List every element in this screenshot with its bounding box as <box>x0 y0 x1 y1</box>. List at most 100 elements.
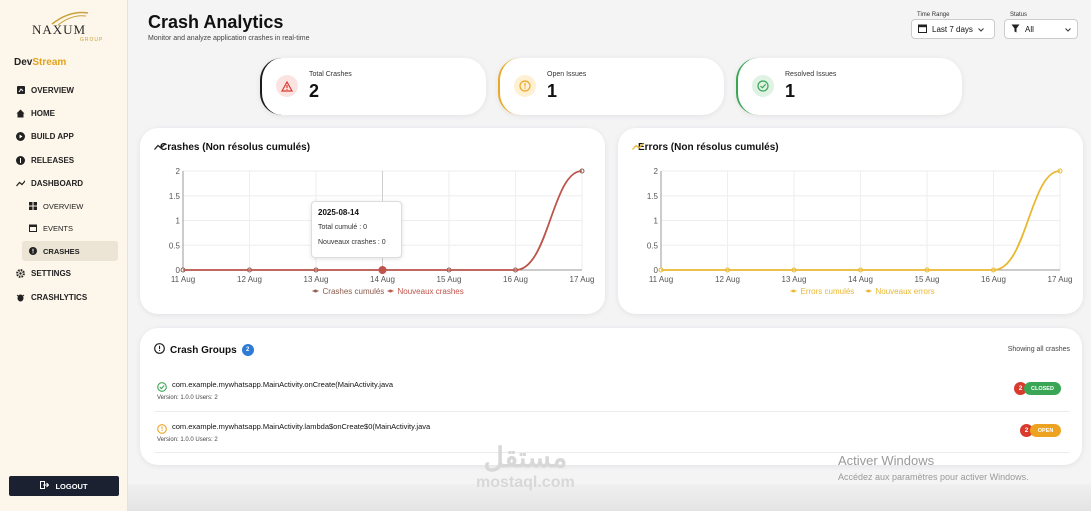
crash-group-row[interactable]: com.example.mywhatsapp.MainActivity.onCr… <box>154 378 1070 416</box>
crashes-chart-title-text: Crashes (Non résolus cumulés) <box>160 142 311 153</box>
y-tick-label: 0.5 <box>169 241 181 250</box>
y-tick-label: 2 <box>654 167 659 176</box>
status-label: Status <box>1010 12 1028 18</box>
chart-tooltip: 2025-08-14 Total cumulé : 0 Nouveaux cra… <box>311 201 402 258</box>
home-icon <box>16 109 25 118</box>
sidebar-item-events[interactable]: EVENTS <box>22 218 118 238</box>
tooltip-date: 2025-08-14 <box>318 208 359 217</box>
crash-group-meta: Version: 1.0.0 Users: 2 <box>157 437 218 443</box>
time-range-value: Last 7 days <box>932 24 973 34</box>
grid-icon <box>28 202 37 211</box>
crash-count-badge: 2 <box>1014 382 1027 395</box>
time-range-select[interactable]: Last 7 days <box>911 19 995 39</box>
product-name-dev: Dev <box>14 57 33 68</box>
page-subtitle: Monitor and analyze application crashes … <box>148 35 310 42</box>
tooltip-total: Total cumulé : 0 <box>318 224 368 231</box>
page-title: Crash Analytics <box>148 12 284 32</box>
legend-item: Nouveaux errors <box>865 287 935 296</box>
x-tick-label: 16 Aug <box>503 275 528 284</box>
bug-icon <box>16 293 25 302</box>
sidebar-item-label: EVENTS <box>43 223 74 233</box>
sidebar-item-label: DASHBOARD <box>31 178 83 188</box>
sidebar-item-label: HOME <box>31 108 55 118</box>
activate-windows-watermark: Activer Windows Accédez aux paramètres p… <box>838 453 1029 482</box>
x-tick-label: 11 Aug <box>171 275 195 284</box>
stat-value: 2 <box>309 81 320 101</box>
logout-button[interactable]: LOGOUT <box>9 476 119 496</box>
y-tick-label: 0 <box>176 266 181 275</box>
row-divider <box>154 452 1070 453</box>
mostaql-arabic-text: مستقل <box>483 442 568 473</box>
play-circle-icon <box>16 131 25 141</box>
sidebar-item-overview[interactable]: OVERVIEW <box>10 80 118 100</box>
warning-icon <box>276 75 298 97</box>
bottom-bar <box>128 484 1091 511</box>
status-filter: Status All <box>1004 12 1078 39</box>
showing-all-crashes-text: Showing all crashes <box>1007 346 1070 353</box>
crash-group-row[interactable]: com.example.mywhatsapp.MainActivity.lamb… <box>154 420 1070 458</box>
x-tick-label: 15 Aug <box>915 275 940 284</box>
product-name-stream: Stream <box>32 57 67 68</box>
x-tick-label: 14 Aug <box>370 275 395 284</box>
sidebar-item-releases[interactable]: RELEASES <box>10 150 118 170</box>
tooltip-new: Nouveaux crashes : 0 <box>318 239 386 246</box>
main-content: Crash Analytics Monitor and analyze appl… <box>128 0 1091 511</box>
errors-chart-title-text: Errors (Non résolus cumulés) <box>638 142 779 153</box>
legend-item: Nouveaux crashes <box>387 287 464 296</box>
logo-text: NAXUM <box>32 22 87 37</box>
sidebar-item-home[interactable]: HOME <box>10 103 118 123</box>
crash-group-meta: Version: 1.0.0 Users: 2 <box>157 395 218 401</box>
trend-icon <box>16 179 25 188</box>
logout-label: LOGOUT <box>55 481 88 491</box>
sidebar: NAXUM GROUP DevStream OVERVIEW HOME BUIL… <box>0 0 128 511</box>
x-tick-label: 17 Aug <box>1048 275 1073 284</box>
logo-swoosh-icon <box>51 11 89 26</box>
errors-chart-title: Errors (Non résolus cumulés) <box>632 142 779 153</box>
status-badge: CLOSED <box>1024 382 1061 395</box>
x-tick-label: 14 Aug <box>848 275 873 284</box>
y-tick-label: 1 <box>654 217 659 226</box>
filter-icon <box>1011 24 1020 35</box>
x-tick-label: 11 Aug <box>649 275 673 284</box>
gear-icon <box>16 268 25 278</box>
sidebar-item-crashes[interactable]: CRASHES <box>22 241 118 261</box>
time-range-label: Time Range <box>917 12 950 18</box>
stat-value: 1 <box>785 81 796 101</box>
sidebar-item-label: OVERVIEW <box>31 85 74 95</box>
naxum-logo[interactable]: NAXUM GROUP <box>20 8 110 44</box>
crash-group-name: com.example.mywhatsapp.MainActivity.onCr… <box>172 380 394 389</box>
status-select[interactable]: All <box>1004 19 1078 39</box>
product-name: DevStream <box>14 57 66 68</box>
stat-label: Resolved Issues <box>785 71 837 78</box>
legend-label: Nouveaux crashes <box>398 287 464 296</box>
chevron-down-icon <box>1065 25 1071 34</box>
x-tick-label: 12 Aug <box>237 275 262 284</box>
sidebar-item-dashboard-overview[interactable]: OVERVIEW <box>22 196 118 216</box>
crash-groups-card: Crash Groups 2 Showing all crashes com.e… <box>140 328 1082 465</box>
alert-circle-icon <box>28 247 37 256</box>
legend-label: Errors cumulés <box>801 287 855 296</box>
status-badge: OPEN <box>1030 424 1061 437</box>
legend-label: Nouveaux errors <box>876 287 935 296</box>
y-tick-label: 2 <box>176 167 181 176</box>
sidebar-item-dashboard[interactable]: DASHBOARD <box>10 173 118 193</box>
legend-label: Crashes cumulés <box>323 287 385 296</box>
legend-item: Crashes cumulés <box>312 287 385 296</box>
sidebar-item-build-app[interactable]: BUILD APP <box>10 126 118 146</box>
legend-item: Errors cumulés <box>790 287 855 296</box>
x-tick-label: 13 Aug <box>304 275 329 284</box>
mostaql-url-text: mostaql.com <box>476 474 575 491</box>
sidebar-item-settings[interactable]: SETTINGS <box>10 263 118 283</box>
crashes-chart-title: Crashes (Non résolus cumulés) <box>154 142 310 153</box>
x-tick-label: 12 Aug <box>715 275 740 284</box>
crash-count-badge: 2 <box>1020 424 1033 437</box>
logo-subtext: GROUP <box>80 37 104 43</box>
crashes-chart-card: 11 Aug 12 Aug 13 Aug 14 Aug 15 Aug 16 Aug 17 A… <box>140 128 605 314</box>
y-tick-label: 1 <box>176 217 181 226</box>
activate-windows-subtitle: Accédez aux paramètres pour activer Wind… <box>838 472 1029 482</box>
sidebar-item-crashlytics[interactable]: CRASHLYTICS <box>10 287 118 307</box>
activate-windows-title: Activer Windows <box>838 453 935 468</box>
crash-groups-title: Crash Groups 2 <box>154 343 254 357</box>
calendar-icon <box>28 224 37 233</box>
sidebar-item-label: SETTINGS <box>31 268 72 278</box>
